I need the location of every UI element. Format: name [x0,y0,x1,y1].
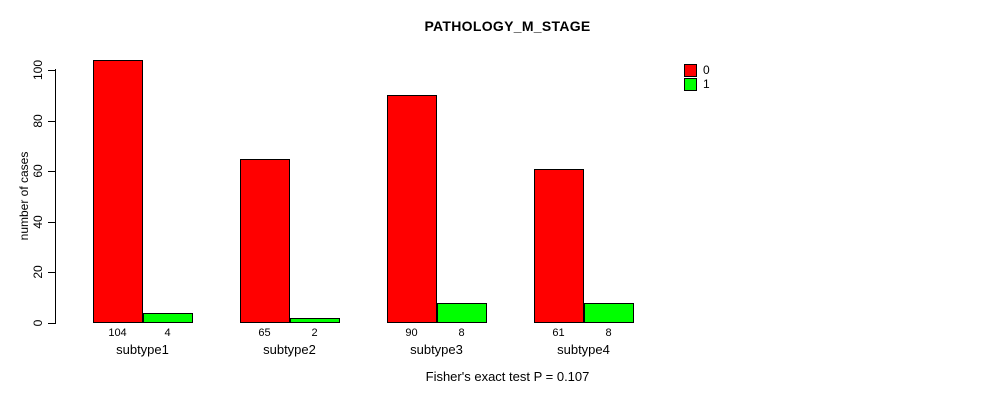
legend-item-1: 1 [684,78,710,91]
legend-swatch-red [684,64,697,77]
chart-title: PATHOLOGY_M_STAGE [424,18,591,34]
y-tick-label: 80 [31,113,45,128]
legend-item-0: 0 [684,64,710,77]
legend-label: 1 [703,77,710,91]
stat-test-annotation: Fisher's exact test P = 0.107 [425,369,590,384]
y-tick-label: 20 [31,265,45,280]
y-tick [48,272,55,274]
legend-swatch-green [684,78,697,91]
bar-value-label: 2 [311,327,318,339]
category-label-subtype1: subtype1 [116,342,169,357]
bar-value-label: 8 [458,327,465,339]
bar-value-label: 65 [258,327,271,339]
category-label-subtype2: subtype2 [263,342,316,357]
y-axis-title: number of cases [17,151,31,241]
bar-value-label: 4 [164,327,171,339]
y-tick-label: 40 [31,215,45,229]
bar-subtype4-series-0 [533,168,584,323]
bar-subtype1-series-0 [92,59,143,323]
bar-value-label: 61 [552,327,565,339]
bar-subtype1-series-1 [142,312,193,323]
y-tick [48,120,55,122]
y-tick-label: 60 [31,164,45,178]
y-tick-label: 0 [31,319,45,327]
y-tick [48,171,55,173]
y-tick [48,70,55,71]
bar-subtype2-series-1 [289,317,340,323]
bar-value-label: 104 [108,327,127,339]
y-tick [48,221,55,223]
bar-subtype2-series-0 [239,158,290,323]
y-tick-label: 100 [31,59,45,81]
category-label-subtype3: subtype3 [410,342,463,357]
bar-subtype4-series-1 [583,302,634,323]
bar-value-label: 8 [605,327,612,339]
y-axis-line [55,69,56,324]
legend: 0 1 [684,64,710,92]
category-label-subtype4: subtype4 [557,342,610,357]
bar-subtype3-series-0 [386,95,437,323]
legend-label: 0 [703,63,710,77]
bar-value-label: 90 [405,327,418,339]
y-tick [48,323,55,324]
bar-subtype3-series-1 [436,302,487,323]
